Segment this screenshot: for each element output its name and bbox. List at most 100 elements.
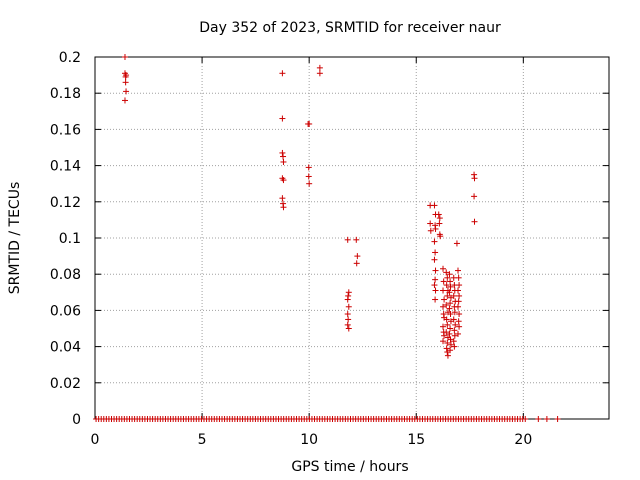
- y-tick-label: 0.1: [59, 231, 81, 247]
- data-point: [440, 278, 447, 285]
- data-point: [122, 79, 129, 86]
- y-tick-label: 0.2: [59, 50, 81, 66]
- y-tick-label: 0: [72, 412, 81, 428]
- grid-lines: [94, 56, 609, 420]
- data-point: [456, 292, 463, 299]
- data-point: [345, 325, 352, 332]
- data-point: [443, 316, 450, 323]
- data-point: [432, 296, 439, 303]
- data-point: [431, 282, 438, 289]
- data-point: [444, 292, 451, 299]
- zero-data-point: [522, 416, 529, 422]
- data-point: [121, 97, 128, 104]
- data-point: [431, 256, 438, 263]
- data-point: [455, 330, 462, 337]
- data-point: [444, 321, 451, 328]
- data-point: [432, 267, 439, 274]
- zero-data-point: [554, 416, 561, 422]
- data-point: [471, 175, 478, 182]
- data-point: [444, 339, 451, 346]
- data-point: [431, 202, 438, 209]
- data-point: [443, 329, 450, 336]
- data-point: [436, 220, 443, 227]
- data-point: [443, 282, 450, 289]
- data-point: [447, 278, 454, 285]
- data-point: [441, 332, 448, 339]
- y-tick-label: 0.08: [50, 267, 81, 283]
- data-point: [432, 276, 439, 283]
- zero-data-point: [535, 416, 542, 422]
- data-point: [451, 309, 458, 316]
- data-point: [443, 345, 450, 352]
- data-point: [446, 305, 453, 312]
- y-axis-label: SRMTID / TECUs: [7, 182, 23, 295]
- y-tick-label: 0.04: [50, 340, 81, 356]
- data-point: [316, 70, 323, 77]
- data-point: [123, 88, 130, 95]
- data-point: [447, 347, 454, 354]
- data-points: [93, 54, 561, 422]
- data-point: [447, 311, 454, 318]
- y-tick-label: 0.02: [50, 376, 81, 392]
- y-tick-label: 0.16: [50, 122, 81, 138]
- data-point: [440, 338, 447, 345]
- data-point: [456, 282, 463, 289]
- plot-frame: [94, 56, 610, 420]
- data-point: [450, 338, 457, 345]
- data-point: [316, 64, 323, 71]
- data-point: [437, 233, 444, 240]
- data-point: [280, 177, 287, 184]
- data-point: [451, 327, 458, 334]
- data-point: [121, 54, 128, 60]
- data-point: [432, 225, 439, 232]
- data-point: [432, 287, 439, 294]
- axes: [94, 56, 610, 420]
- data-point: [279, 195, 286, 202]
- data-point: [353, 260, 360, 267]
- data-point: [447, 336, 454, 343]
- data-point: [452, 321, 459, 328]
- data-point: [344, 311, 351, 318]
- data-point: [440, 303, 447, 310]
- data-point: [455, 287, 462, 294]
- data-point: [447, 283, 454, 290]
- data-point: [447, 341, 454, 348]
- y-tick-label: 0.06: [50, 303, 81, 319]
- data-point: [280, 158, 287, 165]
- data-point: [353, 236, 360, 243]
- data-point: [279, 149, 286, 156]
- data-point: [451, 343, 458, 350]
- data-point: [456, 311, 463, 318]
- data-point: [427, 220, 434, 227]
- data-point: [427, 227, 434, 234]
- x-tick-label: 20: [514, 432, 532, 448]
- data-point: [440, 265, 447, 272]
- data-point: [354, 253, 361, 260]
- data-point: [436, 215, 443, 222]
- data-point: [344, 296, 351, 303]
- data-point: [345, 289, 352, 296]
- data-point: [279, 115, 286, 122]
- data-point: [344, 236, 351, 243]
- x-axis-label: GPS time / hours: [291, 459, 408, 475]
- data-point: [279, 70, 286, 77]
- data-point: [444, 274, 451, 281]
- y-tick-label: 0.18: [50, 86, 81, 102]
- x-tick-label: 5: [198, 432, 207, 448]
- data-point: [446, 330, 453, 337]
- data-point: [447, 325, 454, 332]
- chart-title: Day 352 of 2023, SRMTID for receiver nau…: [199, 20, 501, 36]
- data-point: [450, 292, 457, 299]
- x-tick-label: 0: [91, 432, 100, 448]
- y-tick-label: 0.14: [50, 159, 81, 175]
- data-point: [306, 120, 313, 127]
- x-tick-label: 10: [300, 432, 318, 448]
- data-point: [306, 180, 313, 187]
- data-point: [344, 321, 351, 328]
- data-point: [455, 318, 462, 325]
- data-point: [432, 249, 439, 256]
- data-point: [446, 289, 453, 296]
- data-point: [453, 240, 460, 247]
- data-point: [345, 316, 352, 323]
